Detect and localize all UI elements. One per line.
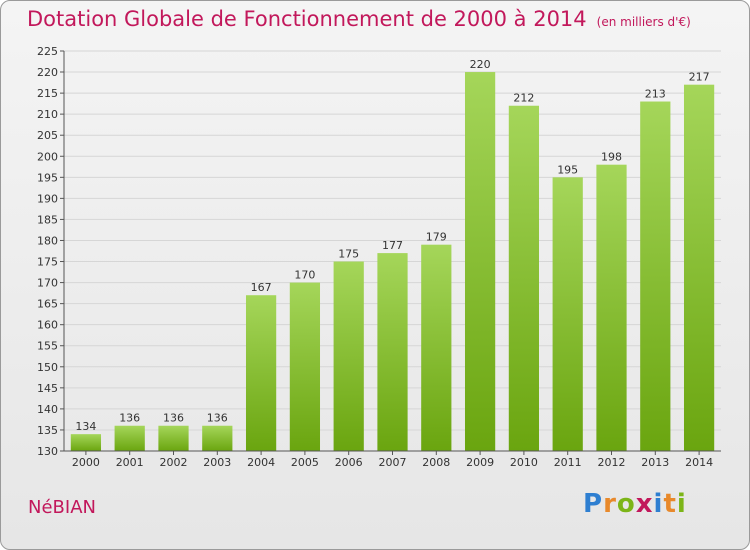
y-tick-label: 170 (37, 277, 58, 290)
x-tick-label: 2008 (422, 456, 450, 469)
y-tick-label: 185 (37, 213, 58, 226)
y-tick-label: 190 (37, 192, 58, 205)
bar-value-label: 213 (645, 88, 666, 101)
x-tick-label: 2013 (641, 456, 669, 469)
chart-title-row: Dotation Globale de Fonctionnement de 20… (27, 7, 691, 31)
commune-name: NéBIAN (28, 497, 96, 518)
bar-value-label: 217 (689, 71, 710, 84)
axes: 130 135 140 145 150 155 160 165 170 175 180 185 190 1… (37, 45, 721, 469)
y-tick-label: 205 (37, 129, 58, 142)
x-tick-label: 2007 (379, 456, 407, 469)
bar[interactable] (114, 425, 145, 451)
bar[interactable] (640, 101, 671, 452)
chart-subtitle: (en milliers d'€) (596, 15, 691, 29)
x-tick-label: 2009 (466, 456, 494, 469)
bar-value-label: 170 (294, 269, 315, 282)
y-tick-label: 140 (37, 403, 58, 416)
bar-value-label: 177 (382, 239, 403, 252)
y-tick-label: 180 (37, 234, 58, 247)
bar-value-label: 198 (601, 151, 622, 164)
bar-value-label: 167 (251, 281, 272, 294)
y-tick-label: 160 (37, 319, 58, 332)
bar-value-label: 220 (470, 58, 491, 71)
bar-value-label: 175 (338, 248, 359, 261)
x-tick-label: 2001 (116, 456, 144, 469)
bar[interactable] (377, 253, 408, 451)
y-tick-label: 210 (37, 108, 58, 121)
bar[interactable] (70, 434, 102, 451)
bar-value-label: 195 (557, 163, 578, 176)
x-tick-label: 2002 (160, 456, 188, 469)
y-tick-label: 175 (37, 256, 58, 269)
y-tick-label: 200 (37, 150, 58, 163)
bar-value-label: 134 (75, 420, 96, 433)
bar-value-label: 136 (119, 412, 140, 425)
bar[interactable] (596, 164, 627, 451)
bar[interactable] (333, 261, 364, 451)
bar-value-label: 136 (207, 412, 228, 425)
bar[interactable] (508, 105, 540, 451)
bar-value-label: 212 (513, 92, 534, 105)
y-tick-label: 155 (37, 340, 58, 353)
y-tick-label: 165 (37, 298, 58, 311)
y-tick-label: 145 (37, 382, 58, 395)
y-tick-label: 135 (37, 424, 58, 437)
bar[interactable] (245, 295, 277, 451)
bars: 134 136 136 136 167 170 175 177 179 220 212 195 198 2… (70, 58, 715, 452)
x-tick-label: 2000 (72, 456, 100, 469)
y-tick-label: 225 (37, 45, 58, 58)
y-tick-label: 195 (37, 171, 58, 184)
bar[interactable] (552, 177, 583, 451)
x-tick-label: 2012 (598, 456, 626, 469)
y-tick-label: 215 (37, 87, 58, 100)
x-tick-label: 2004 (247, 456, 275, 469)
x-tick-label: 2011 (554, 456, 582, 469)
x-tick-label: 2010 (510, 456, 538, 469)
x-tick-label: 2005 (291, 456, 319, 469)
x-tick-label: 2014 (685, 456, 713, 469)
bar-value-label: 136 (163, 412, 184, 425)
proxiti-logo[interactable]: Proxiti (583, 489, 687, 519)
bar[interactable] (683, 84, 715, 452)
y-tick-label: 220 (37, 66, 58, 79)
x-tick-label: 2003 (203, 456, 231, 469)
y-tick-label: 150 (37, 361, 58, 374)
bar[interactable] (202, 425, 233, 451)
x-tick-label: 2006 (335, 456, 363, 469)
bar[interactable] (289, 282, 321, 451)
y-tick-label: 130 (37, 445, 58, 458)
bar[interactable] (464, 72, 496, 451)
chart-title: Dotation Globale de Fonctionnement de 20… (27, 7, 587, 31)
bar-value-label: 179 (426, 231, 447, 244)
bar[interactable] (421, 244, 452, 451)
bar[interactable] (158, 425, 189, 451)
